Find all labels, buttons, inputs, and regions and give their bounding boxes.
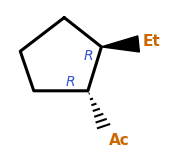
Text: Ac: Ac <box>109 133 130 148</box>
Text: Et: Et <box>143 34 161 49</box>
Polygon shape <box>101 36 139 52</box>
Text: R: R <box>65 75 75 89</box>
Text: R: R <box>84 49 93 63</box>
